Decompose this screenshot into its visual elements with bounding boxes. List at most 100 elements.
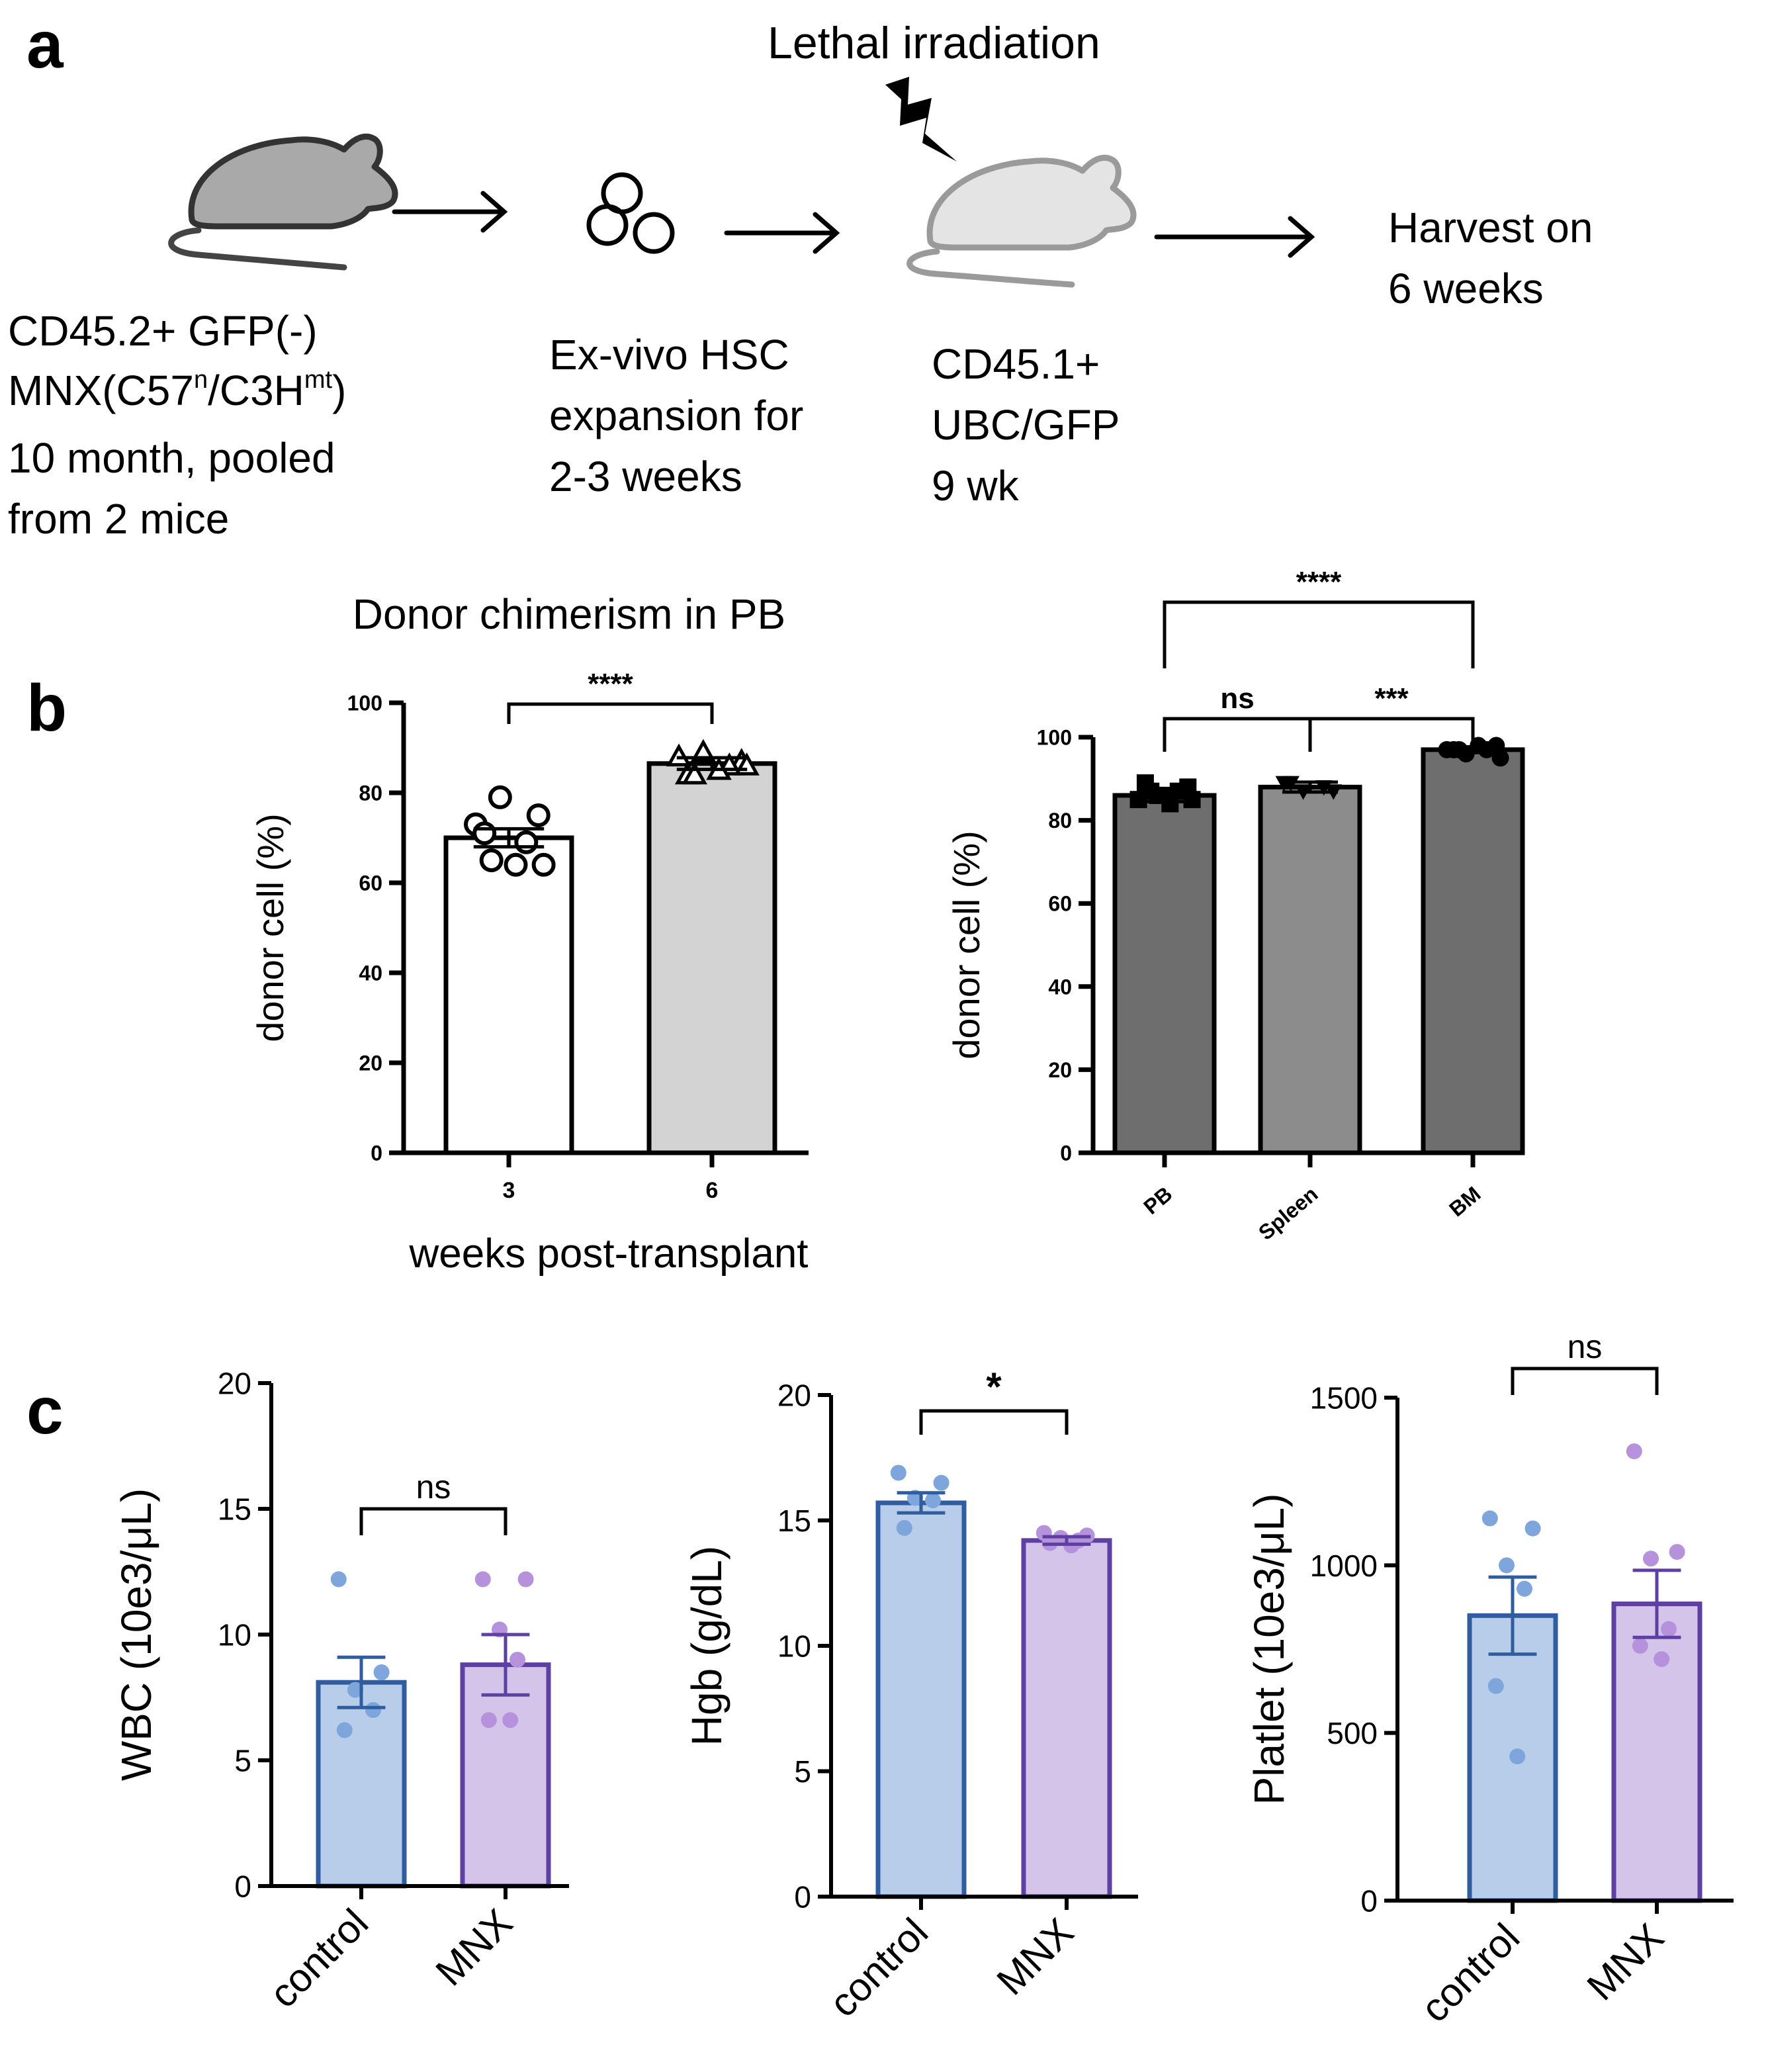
- chart-b1-donor-chimerism-pb: 0 20 40 60 80 100 3 6 donor cell (%) Donor chimer…: [249, 590, 809, 1277]
- donor-strain-superscript-mt: mt: [304, 366, 333, 394]
- data-point: [531, 852, 556, 877]
- hsc-cells-icon: [586, 172, 675, 254]
- significance-label: ****: [1296, 566, 1342, 598]
- donor-mouse-icon: [168, 133, 398, 271]
- significance-label: ns: [416, 1468, 451, 1506]
- category-label: 6: [706, 1178, 719, 1203]
- data-point: [488, 785, 512, 809]
- donor-strain-text-2: /C3H: [208, 367, 304, 414]
- y-tick-label: 40: [359, 962, 382, 985]
- data-point: [896, 1519, 912, 1536]
- panel-a: a Lethal irradiation: [8, 8, 1593, 543]
- data-point: [347, 1682, 363, 1698]
- bar-control: [316, 1680, 407, 1889]
- significance-label: *: [986, 1365, 1002, 1409]
- bar-bm: [1421, 747, 1525, 1155]
- y-tick-label: 1000: [1310, 1549, 1378, 1583]
- expansion-line: 2-3 weeks: [549, 453, 742, 500]
- data-point: [526, 803, 551, 827]
- data-point: [1487, 1678, 1504, 1694]
- data-point: [1315, 780, 1333, 796]
- data-point: [1282, 776, 1300, 792]
- data-point: [1643, 1551, 1659, 1567]
- y-tick-label: 5: [794, 1754, 811, 1789]
- y-tick-label: 20: [777, 1378, 811, 1413]
- data-point: [1669, 1544, 1685, 1560]
- y-tick-label: 0: [234, 1869, 251, 1904]
- data-point: [890, 1464, 906, 1481]
- panel-c-label: c: [26, 1374, 64, 1448]
- data-point: [1509, 1748, 1526, 1765]
- data-point: [666, 743, 692, 767]
- data-point: [690, 739, 717, 762]
- y-axis-label: donor cell (%): [249, 813, 291, 1042]
- significance-bracket: [359, 1507, 508, 1535]
- y-tick-label: 100: [1037, 726, 1072, 750]
- y-tick-label: 60: [359, 872, 382, 895]
- data-point: [1654, 1651, 1670, 1668]
- significance-bracket: [1308, 717, 1475, 752]
- data-point: [509, 1652, 525, 1668]
- data-point: [504, 852, 528, 877]
- bar-mnx: [460, 1662, 551, 1889]
- data-point: [933, 1474, 949, 1491]
- significance-bracket: [1163, 600, 1475, 668]
- data-point: [502, 1712, 519, 1729]
- y-tick-label: 5: [234, 1744, 251, 1778]
- recipient-line: CD45.1+: [932, 340, 1100, 388]
- y-tick-label: 60: [1048, 892, 1072, 916]
- arrow-icon: [392, 191, 508, 233]
- significance-label: ****: [588, 668, 633, 700]
- significance-bracket: [507, 702, 714, 724]
- panel-a-label: a: [26, 8, 64, 82]
- data-point: [479, 848, 504, 872]
- bar-mnx: [1021, 1538, 1112, 1899]
- bar-spleen: [1258, 784, 1362, 1155]
- significance-label: ns: [1220, 682, 1254, 715]
- y-tick-label: 15: [218, 1492, 251, 1527]
- lightning-icon: [885, 77, 957, 161]
- y-tick-label: 1500: [1310, 1381, 1378, 1416]
- recipient-description: CD45.1+ UBC/GFP 9 wk: [932, 340, 1120, 510]
- data-point: [472, 821, 497, 846]
- y-tick-label: 10: [777, 1629, 811, 1664]
- y-tick-label: 15: [777, 1504, 811, 1538]
- data-point: [330, 1571, 347, 1588]
- recipient-line: UBC/GFP: [932, 401, 1120, 449]
- y-tick-label: 80: [359, 782, 382, 805]
- expansion-line: Ex-vivo HSC: [549, 331, 789, 379]
- recipient-mouse-icon: [906, 154, 1137, 288]
- expansion-description: Ex-vivo HSC expansion for 2-3 weeks: [549, 331, 803, 500]
- data-point: [1632, 1637, 1648, 1654]
- y-tick-label: 20: [1048, 1058, 1072, 1082]
- bar-control: [875, 1500, 967, 1899]
- arrow-icon: [724, 212, 840, 254]
- data-point: [1524, 1520, 1541, 1537]
- harvest-line: 6 weeks: [1388, 265, 1544, 312]
- bar-mnx: [1611, 1601, 1702, 1903]
- category-label: 3: [503, 1178, 515, 1203]
- significance-bracket: [919, 1409, 1069, 1435]
- harvest-description: Harvest on 6 weeks: [1388, 204, 1593, 312]
- donor-line: CD45.2+ GFP(-): [8, 307, 318, 355]
- data-point: [1499, 1557, 1515, 1574]
- irradiation-label: Lethal irradiation: [768, 18, 1100, 68]
- y-axis-label: WBC (10e3/μL): [112, 1488, 160, 1781]
- y-tick-label: 80: [1048, 809, 1072, 833]
- data-point: [373, 1664, 390, 1680]
- y-axis-label: Hgb (g/dL): [683, 1546, 730, 1746]
- donor-strain-line: MNX(C57n/C3Hmt): [8, 366, 346, 414]
- data-point: [1626, 1443, 1642, 1460]
- y-axis-label: Platlet (10e3/μL): [1245, 1494, 1293, 1805]
- y-tick-label: 0: [794, 1880, 811, 1914]
- donor-strain-superscript-n: n: [194, 366, 208, 394]
- significance-label: ***: [1374, 682, 1409, 715]
- data-point: [474, 1571, 491, 1588]
- data-point: [365, 1702, 381, 1718]
- recipient-line: 9 wk: [932, 462, 1020, 510]
- significance-bracket: [1511, 1367, 1659, 1395]
- donor-strain-close: ): [332, 367, 346, 414]
- y-tick-label: 100: [347, 692, 382, 715]
- data-point: [1450, 741, 1468, 758]
